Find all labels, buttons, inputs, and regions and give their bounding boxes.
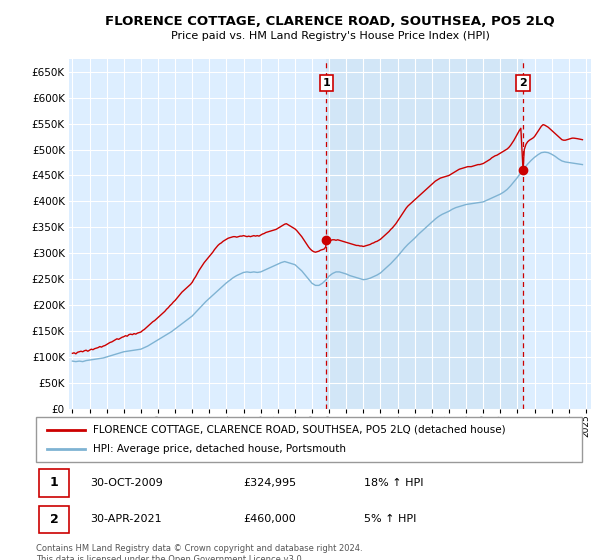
FancyBboxPatch shape <box>39 506 69 533</box>
Text: 30-APR-2021: 30-APR-2021 <box>91 515 162 524</box>
Text: 30-OCT-2009: 30-OCT-2009 <box>91 478 163 488</box>
Text: FLORENCE COTTAGE, CLARENCE ROAD, SOUTHSEA, PO5 2LQ: FLORENCE COTTAGE, CLARENCE ROAD, SOUTHSE… <box>105 15 555 28</box>
Bar <box>326 59 523 409</box>
Text: HPI: Average price, detached house, Portsmouth: HPI: Average price, detached house, Port… <box>94 445 346 455</box>
FancyBboxPatch shape <box>39 469 69 497</box>
Text: 18% ↑ HPI: 18% ↑ HPI <box>364 478 423 488</box>
Text: FLORENCE COTTAGE, CLARENCE ROAD, SOUTHSEA, PO5 2LQ (detached house): FLORENCE COTTAGE, CLARENCE ROAD, SOUTHSE… <box>94 424 506 435</box>
Text: Price paid vs. HM Land Registry's House Price Index (HPI): Price paid vs. HM Land Registry's House … <box>170 31 490 41</box>
Text: 5% ↑ HPI: 5% ↑ HPI <box>364 515 416 524</box>
FancyBboxPatch shape <box>36 417 582 462</box>
Text: Contains HM Land Registry data © Crown copyright and database right 2024.
This d: Contains HM Land Registry data © Crown c… <box>36 544 362 560</box>
Text: 1: 1 <box>50 477 58 489</box>
Text: 1: 1 <box>322 78 330 88</box>
Text: 2: 2 <box>50 513 58 526</box>
Text: £460,000: £460,000 <box>244 515 296 524</box>
Text: 2: 2 <box>519 78 527 88</box>
Text: £324,995: £324,995 <box>244 478 296 488</box>
